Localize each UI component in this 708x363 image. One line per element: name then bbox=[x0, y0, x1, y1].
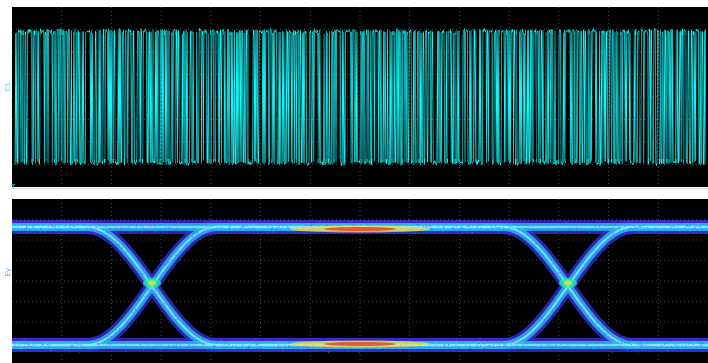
eye-diagram bbox=[12, 199, 708, 363]
waveform-pane[interactable] bbox=[12, 7, 708, 187]
eye-noise bbox=[12, 220, 708, 354]
pane-divider bbox=[12, 188, 708, 189]
trigger-marker-icon[interactable]: T bbox=[11, 183, 16, 191]
eye-crossing-right-core bbox=[564, 280, 572, 286]
waveform-streaks bbox=[18, 35, 698, 159]
eye-hotspot-bottom-core bbox=[324, 342, 396, 346]
eye-diagram-channel-label: Ey bbox=[4, 268, 12, 277]
waveform-channel-label: C1 bbox=[4, 82, 12, 92]
eye-diagram-pane[interactable] bbox=[12, 199, 708, 363]
eye-hotspot-top-core bbox=[324, 227, 396, 231]
eye-crossing-left-core bbox=[148, 280, 156, 286]
waveform-trace bbox=[12, 7, 708, 187]
waveform-polyline bbox=[14, 27, 706, 167]
